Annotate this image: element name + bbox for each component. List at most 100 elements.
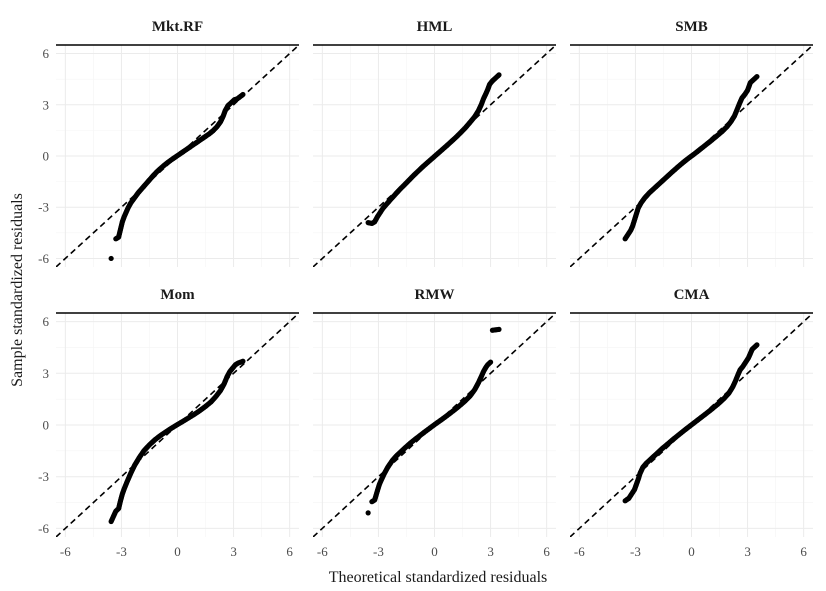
qq-point — [635, 205, 641, 211]
qq-point — [682, 427, 688, 433]
x-tick-label: 3 — [744, 544, 751, 559]
panel-content — [313, 45, 556, 267]
qq-point — [492, 75, 498, 81]
y-tick-label: 3 — [43, 97, 50, 112]
qq-point — [195, 138, 201, 145]
qq-point — [625, 231, 631, 238]
y-tick-label: 3 — [43, 366, 50, 381]
qq-point — [225, 103, 231, 109]
y-tick-label: 0 — [43, 149, 50, 164]
qq-point — [721, 395, 727, 401]
qq-point — [422, 428, 428, 435]
panel-content — [570, 313, 813, 537]
qq-point — [124, 479, 130, 485]
qq-point — [117, 226, 124, 233]
qq-point — [146, 177, 153, 183]
x-tick-label: 6 — [543, 544, 550, 559]
qq-point — [372, 497, 378, 503]
qq-point — [485, 86, 491, 92]
qq-point — [433, 420, 439, 426]
panel-title: SMB — [675, 19, 708, 35]
qq-point — [180, 149, 186, 155]
qq-point — [150, 173, 156, 179]
qq-point — [745, 355, 752, 361]
qq-point — [719, 128, 725, 134]
qq-point — [631, 217, 638, 223]
qq-point — [724, 124, 730, 130]
qq-point — [478, 374, 484, 380]
qq-point — [416, 433, 423, 439]
qq-point — [462, 125, 468, 131]
qq-point — [444, 143, 450, 149]
qq-point — [230, 365, 236, 371]
qq-point — [401, 182, 408, 188]
qq-point — [478, 102, 484, 108]
qq-point — [439, 416, 445, 422]
qq-point — [737, 100, 743, 106]
x-tick-label: 0 — [688, 544, 695, 559]
qq-point — [483, 91, 489, 97]
panel-rmw: RMW -6 -3 0 3 6 — [313, 287, 556, 559]
qq-point — [136, 455, 142, 461]
qq-point — [397, 186, 403, 192]
qq-point — [374, 214, 381, 220]
qq-point — [158, 165, 164, 171]
qq-point — [448, 138, 454, 145]
qq-point — [377, 209, 383, 215]
qq-point — [747, 79, 753, 86]
qq-point — [154, 169, 160, 175]
qq-point — [420, 163, 426, 169]
qq-point — [450, 408, 456, 414]
qq-point — [117, 498, 124, 504]
panel-hml: HML — [313, 19, 556, 267]
qq-point — [191, 411, 197, 417]
qq-point — [121, 214, 127, 220]
y-tick-label: -3 — [38, 200, 49, 215]
qq-point — [389, 457, 396, 463]
qq-point — [439, 147, 445, 153]
qq-point — [108, 518, 114, 525]
qq-point — [191, 141, 197, 147]
qq-point — [376, 481, 382, 488]
qq-point — [633, 211, 639, 217]
qq-point — [400, 447, 406, 453]
qq-point — [633, 481, 639, 488]
qq-point — [480, 96, 487, 102]
qq-point — [128, 470, 134, 476]
qq-point — [206, 131, 212, 137]
panels-layer: Mkt.RF -6 -3 0 3 6 HML SMB Mom -6 -3 0 3 6 -6 -3 0 3 6 RMW -… — [38, 19, 813, 559]
qq-point — [456, 403, 462, 409]
qq-point — [139, 185, 145, 192]
qq-point — [742, 91, 748, 98]
qq-point — [202, 133, 209, 139]
qq-point — [108, 255, 114, 262]
qq-point — [365, 510, 371, 516]
qq-point — [374, 487, 381, 494]
qq-point — [214, 124, 220, 130]
qq-point — [626, 495, 632, 501]
qq-point — [425, 159, 431, 165]
qq-point — [472, 114, 478, 120]
qq-point — [169, 425, 175, 431]
qq-point — [222, 108, 228, 114]
qq-point — [637, 470, 643, 476]
qq-point — [217, 119, 224, 125]
qq-point — [208, 399, 214, 405]
qq-point — [131, 462, 138, 469]
qq-point — [467, 393, 473, 399]
qq-point — [740, 363, 746, 370]
qq-point — [737, 367, 743, 373]
qq-point — [378, 477, 384, 483]
panel-title: Mkt.RF — [152, 19, 203, 35]
qq-point — [234, 96, 240, 102]
qq-point — [734, 106, 740, 112]
qq-point — [187, 144, 194, 150]
qq-point — [163, 428, 169, 435]
qq-point — [173, 154, 179, 160]
qq-point — [210, 128, 216, 134]
qq-point — [165, 159, 171, 165]
y-tick-label: 6 — [43, 314, 50, 329]
qq-point — [135, 190, 141, 196]
qq-point — [430, 155, 436, 161]
